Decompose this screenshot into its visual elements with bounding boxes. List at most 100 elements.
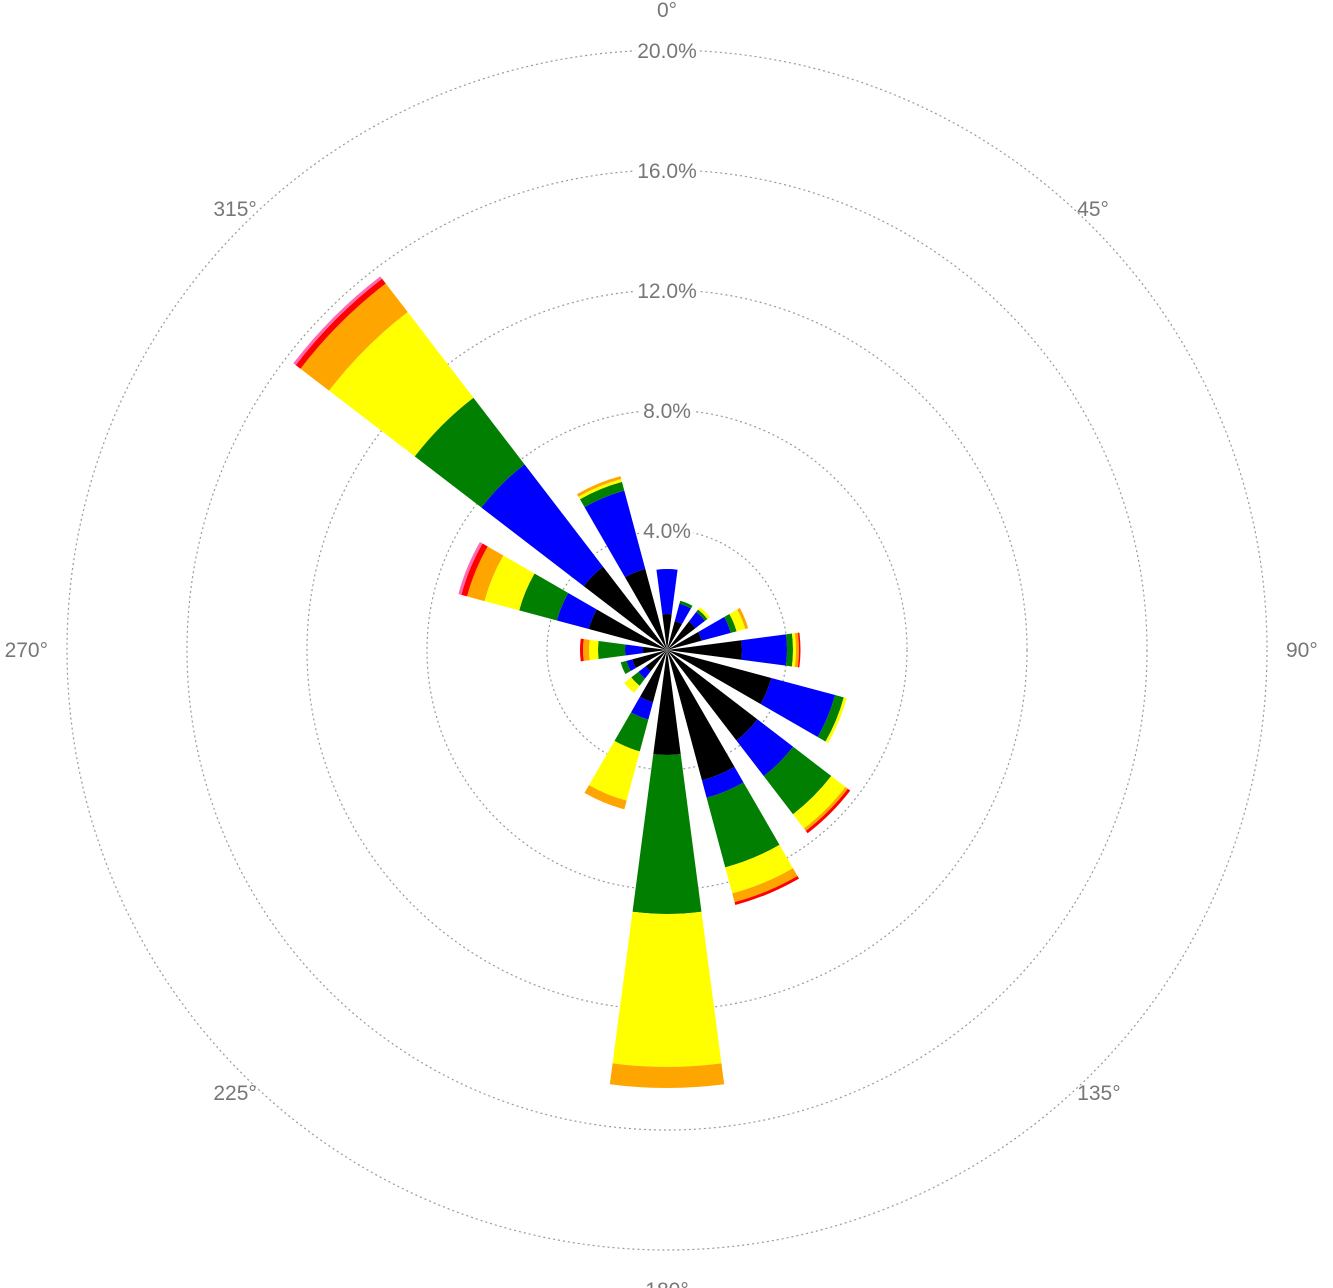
wind-sector-segment xyxy=(580,481,625,508)
wind-sector-segment xyxy=(329,312,474,457)
direction-label: 315° xyxy=(213,198,256,221)
wind-sector-segment xyxy=(794,632,800,668)
wind-sector-segment xyxy=(797,632,801,668)
ring-label-background xyxy=(641,518,693,542)
wind-sector-segment xyxy=(632,650,667,668)
wind-sector-segment xyxy=(598,640,626,660)
wind-sector-segment xyxy=(688,611,706,629)
wind-sector-segment xyxy=(577,476,622,497)
ring-label-background xyxy=(635,38,699,62)
wind-sector-segment xyxy=(584,490,646,578)
wind-sector-segment xyxy=(612,911,722,1067)
radial-tick-label: 20.0% xyxy=(637,40,697,63)
wind-sector-segment xyxy=(589,740,640,801)
radial-tick-label: 16.0% xyxy=(637,160,697,183)
wind-sector-segment xyxy=(679,600,693,609)
wind-sector-segment xyxy=(698,607,710,619)
wind-sector-segment xyxy=(667,650,758,741)
wind-sector-segment xyxy=(662,614,672,650)
wind-sector-segment xyxy=(760,677,836,737)
wind-sector-segment xyxy=(584,785,627,810)
wind-sector-segment xyxy=(706,782,780,868)
wind-sector-segment xyxy=(653,650,681,755)
wind-sector-segment xyxy=(578,479,622,500)
wind-sector-segment xyxy=(484,555,535,611)
wind-sector-segment xyxy=(624,677,640,693)
wind-sector-segment xyxy=(625,568,667,650)
axis-labels: 4.0% 8.0% 12.0% 16.0% 20.0% 0° 45° 90° 135° 180° 2… xyxy=(5,0,1318,1288)
wind-sector-segment xyxy=(737,608,749,630)
wind-sector-segment xyxy=(667,632,702,650)
wind-sector-segment xyxy=(724,614,737,633)
radial-tick-label: 12.0% xyxy=(637,280,697,303)
direction-label: 45° xyxy=(1077,198,1109,221)
wind-sector-segment xyxy=(805,788,851,834)
wind-sector-segment xyxy=(667,650,735,781)
wind-sector-segment xyxy=(583,639,590,661)
wind-sector-segment xyxy=(458,542,483,595)
wind-sector-segment xyxy=(620,660,631,674)
direction-label: 180° xyxy=(645,1279,688,1288)
direction-label: 90° xyxy=(1286,639,1318,662)
wind-sector-segment xyxy=(696,609,708,621)
wind-sector-segment xyxy=(793,776,846,829)
wind-sector-segment xyxy=(625,644,644,656)
wind-sector-segment xyxy=(481,464,604,587)
wind-sector-segment xyxy=(732,868,798,903)
wind-sector-segment xyxy=(803,786,848,831)
wind-sector-segment xyxy=(656,569,678,615)
wind-sector-segment xyxy=(640,650,667,703)
wind-sector-segment xyxy=(736,719,794,777)
wind-sector-segment xyxy=(295,278,386,369)
wind-sector-segment xyxy=(825,697,847,743)
wind-sector-segment xyxy=(580,638,584,662)
wind-sector-segment xyxy=(583,566,667,650)
wind-sector-segment xyxy=(729,609,746,632)
wind-sector-segment xyxy=(763,746,832,815)
direction-label: 225° xyxy=(213,1082,256,1105)
wind-sector-segment xyxy=(632,754,702,915)
ring-label-background xyxy=(635,158,699,182)
wind-sector-segment xyxy=(667,640,742,660)
wind-sector-segment xyxy=(638,666,651,679)
wind-sector-segment xyxy=(667,650,772,704)
radial-tick-label: 4.0% xyxy=(643,520,691,543)
wind-sector-segment xyxy=(626,659,636,671)
wind-sector-segment xyxy=(589,639,599,661)
wind-sector-segment xyxy=(741,634,787,666)
wind-sector-segment xyxy=(674,603,691,625)
grid-ring xyxy=(66,49,1268,1251)
wind-sector-segment xyxy=(785,633,794,667)
wind-sector-segment xyxy=(701,766,744,798)
ring-label-background xyxy=(635,278,699,302)
wind-sector-segment xyxy=(293,276,383,366)
wind-sector-segment xyxy=(643,646,667,654)
wind-sector-segment xyxy=(817,695,844,742)
wind-sector-segment xyxy=(667,621,696,650)
radial-tick-label: 8.0% xyxy=(643,400,691,423)
wind-sector-segment xyxy=(588,609,667,650)
wind-sector-segment xyxy=(614,712,649,752)
wind-sector-segment xyxy=(461,543,488,597)
ring-label-background xyxy=(641,398,693,422)
wind-sector-segment xyxy=(725,844,793,894)
wind-sector-segment xyxy=(631,671,646,686)
direction-label: 270° xyxy=(5,639,48,662)
wind-sector-segment xyxy=(519,573,569,621)
wind-sector-segment xyxy=(467,546,504,602)
wind-sector-segment xyxy=(414,397,525,508)
direction-label: 135° xyxy=(1077,1082,1120,1105)
wind-sectors xyxy=(293,276,851,1088)
wind-sector-segment xyxy=(667,621,682,650)
wind-sector-segment xyxy=(698,617,731,641)
wind-sector-segment xyxy=(631,696,654,720)
wind-sector-segment xyxy=(791,633,796,667)
wind-sector-segment xyxy=(734,876,799,906)
wind-sector-segment xyxy=(609,1063,725,1088)
wind-sector-segment xyxy=(556,593,597,630)
wind-sector-segment xyxy=(645,650,667,672)
wind-sector-segment xyxy=(300,283,408,391)
direction-label: 0° xyxy=(657,0,677,22)
